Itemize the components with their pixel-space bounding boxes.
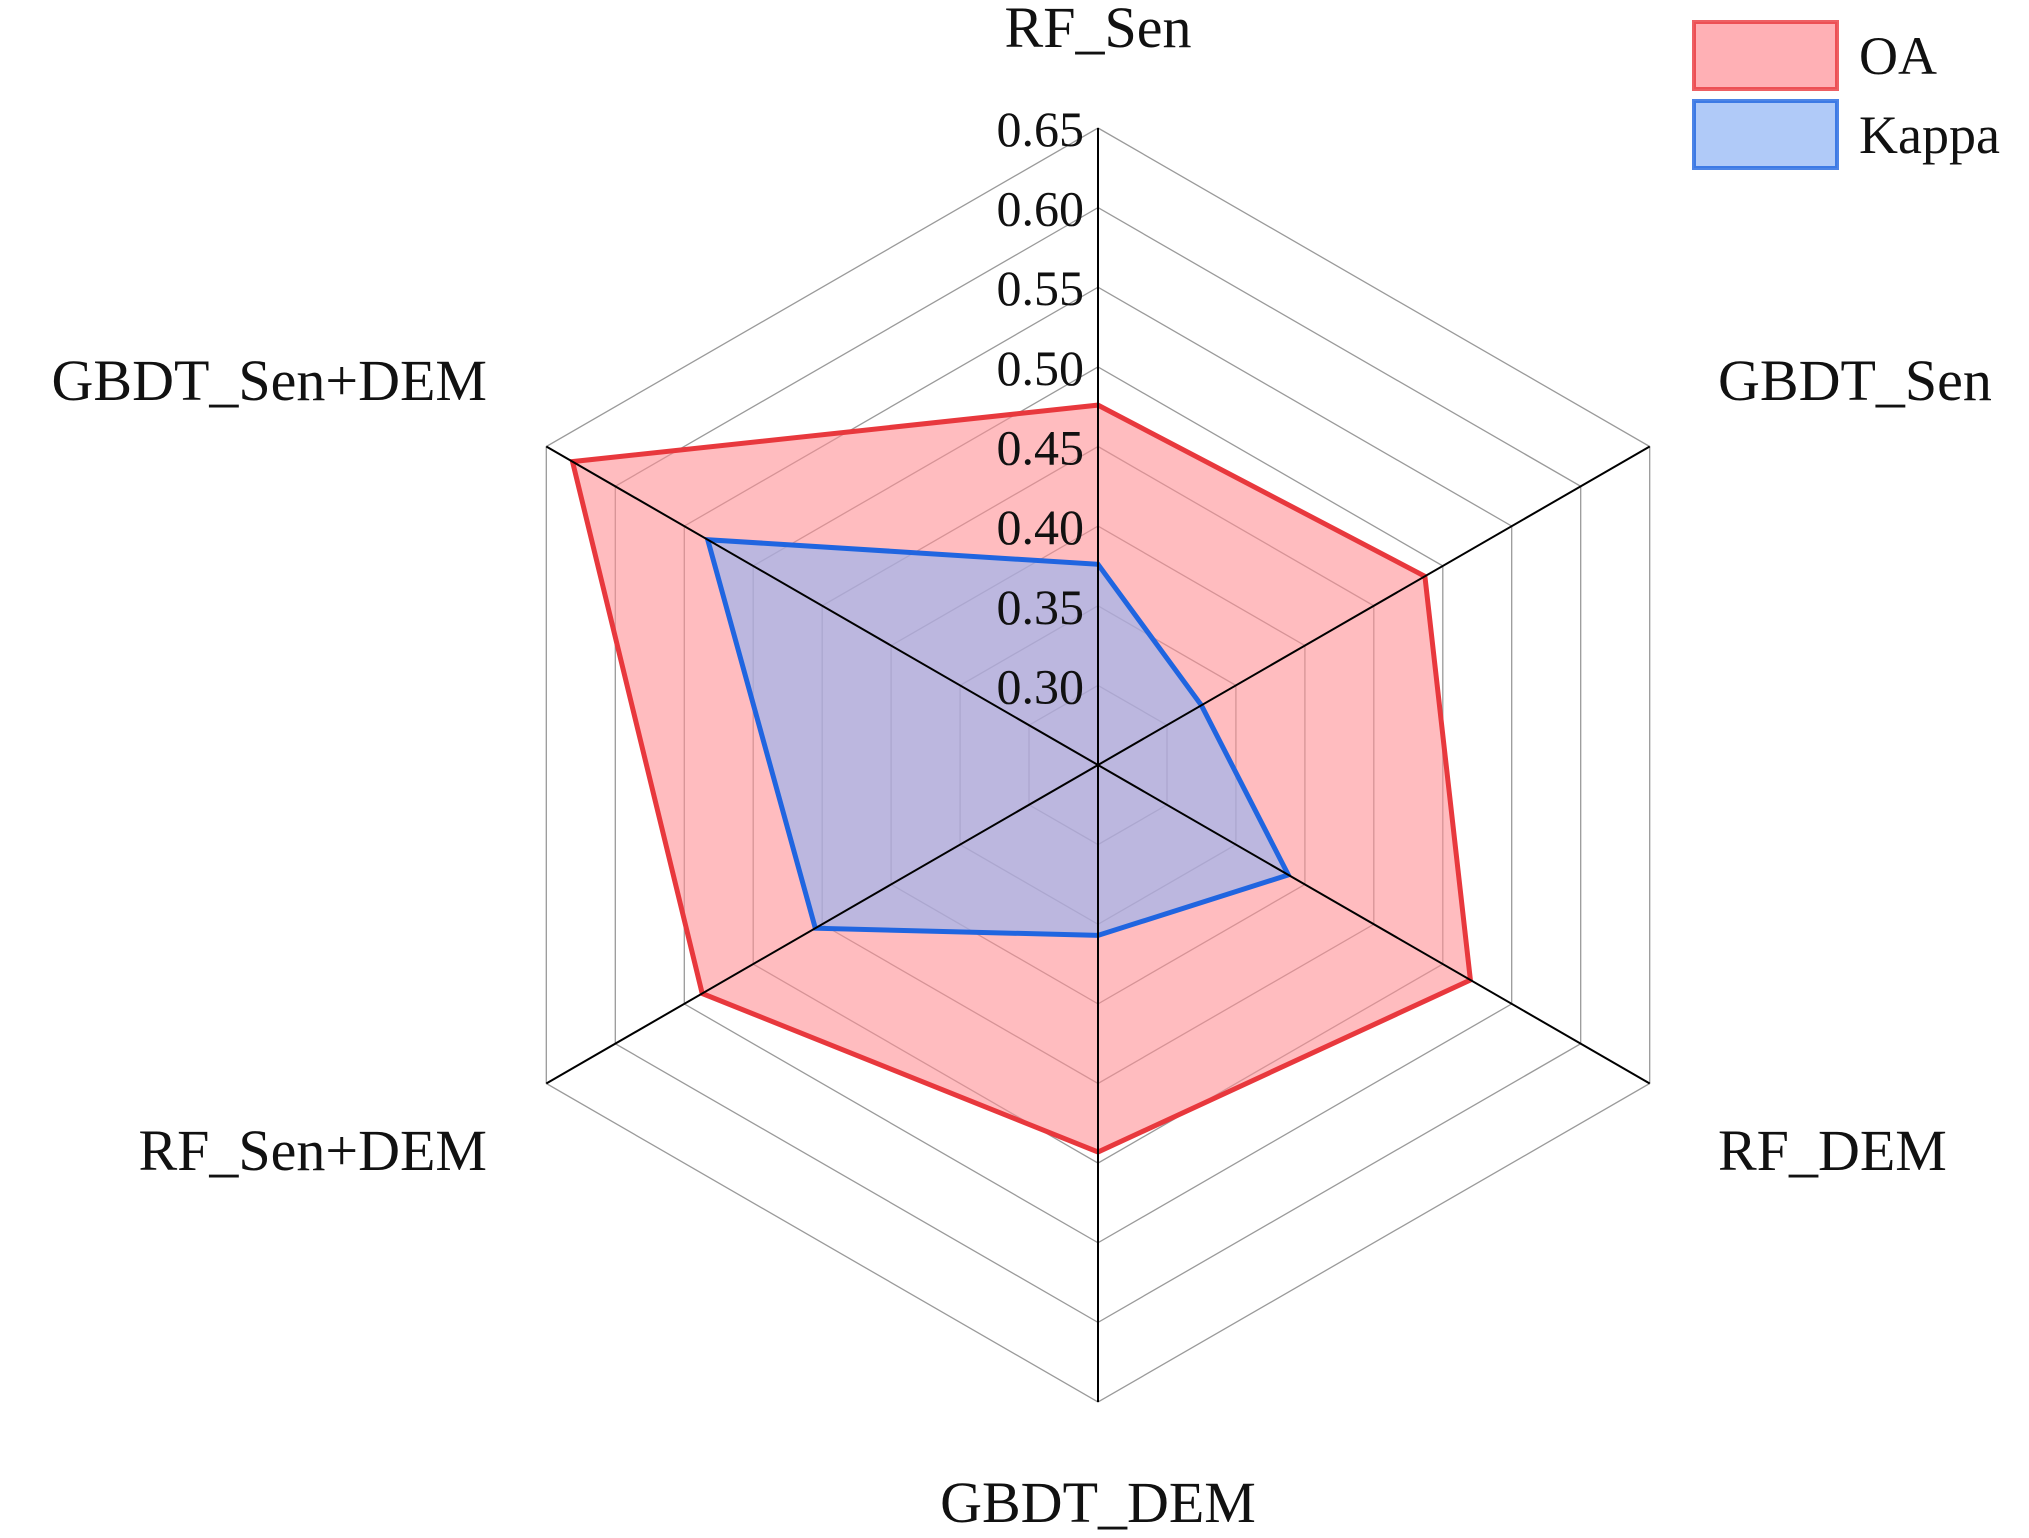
category-labels: RF_Sen GBDT_Sen RF_DEM GBDT_DEM RF_Sen+DEM GB… [52, 0, 1992, 1535]
legend-swatch-oa [1692, 20, 1839, 91]
category-label-gbdt-sen: GBDT_Sen [1718, 348, 1992, 413]
tick-label-6: 0.60 [997, 181, 1085, 237]
tick-label-3: 0.45 [997, 420, 1085, 476]
axis-gbdt-sen-plus-dem [545, 445, 1099, 766]
category-label-rf-sen: RF_Sen [1005, 0, 1192, 60]
category-label-gbdt-sen-plus-dem: GBDT_Sen+DEM [52, 348, 487, 413]
tick-label-4: 0.50 [997, 340, 1085, 396]
tick-label-5: 0.55 [997, 260, 1085, 316]
axis-rf-sen-plus-dem [545, 764, 1099, 1085]
radial-tick-labels: 0.30 0.35 0.40 0.45 0.50 0.55 0.60 0.65 [997, 101, 1085, 714]
axis-gbdt-sen [1097, 445, 1651, 766]
category-label-rf-dem: RF_DEM [1718, 1118, 1947, 1183]
legend-label-oa: OA [1859, 26, 1937, 86]
tick-label-0: 0.30 [997, 658, 1085, 714]
category-label-rf-sen-plus-dem: RF_Sen+DEM [138, 1118, 487, 1183]
category-label-gbdt-dem: GBDT_DEM [940, 1470, 1256, 1535]
radar-axes [545, 128, 1651, 1402]
axis-rf-dem [1097, 764, 1651, 1085]
tick-label-2: 0.40 [997, 499, 1085, 555]
tick-label-1: 0.35 [997, 579, 1085, 635]
legend-swatch-kappa [1692, 99, 1839, 170]
tick-label-7: 0.65 [997, 101, 1085, 157]
legend-label-kappa: Kappa [1859, 105, 2000, 165]
legend: OA Kappa [1692, 20, 2000, 170]
